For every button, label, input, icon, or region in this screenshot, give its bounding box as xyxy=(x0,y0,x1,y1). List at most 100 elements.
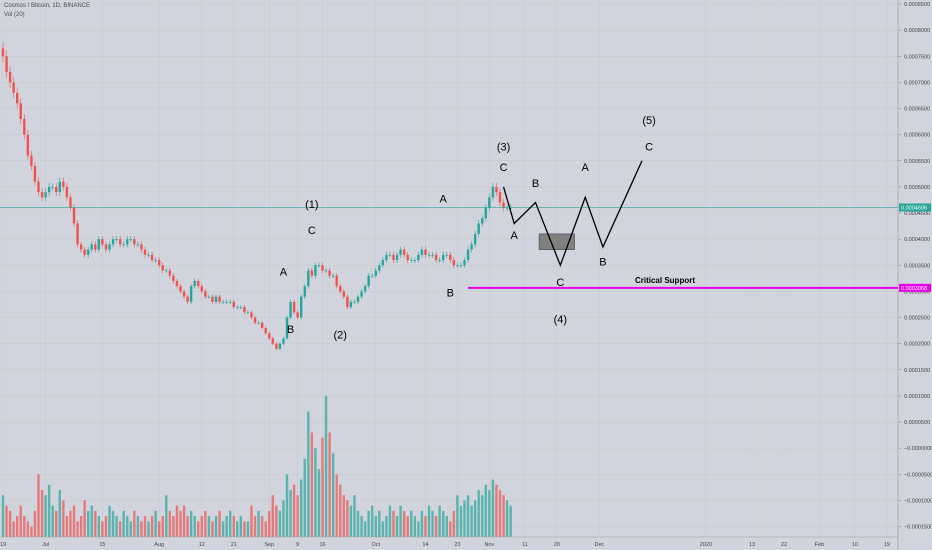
volume-bar xyxy=(473,500,477,537)
support-price-label: 0.0003068 xyxy=(901,286,927,292)
time-tick-label: Feb xyxy=(815,542,824,548)
candle-body xyxy=(395,254,399,261)
volume-bar xyxy=(488,489,491,537)
volume-bar xyxy=(356,510,360,537)
price-tick-label: 0.0006000 xyxy=(904,133,930,139)
candle-body xyxy=(182,291,186,297)
volume-bar xyxy=(129,521,132,537)
volume-bar xyxy=(246,521,250,537)
volume-bar xyxy=(360,516,363,537)
candle-body xyxy=(505,207,509,209)
volume-bar xyxy=(62,500,65,537)
volume-bar xyxy=(229,510,232,537)
wave-label: (4) xyxy=(554,314,567,326)
candle-body xyxy=(324,270,328,272)
candle-body xyxy=(431,254,434,256)
volume-bar xyxy=(275,505,278,537)
volume-bar xyxy=(154,510,157,537)
volume-bar xyxy=(218,510,221,537)
candle-body xyxy=(410,260,413,261)
candle-body xyxy=(342,291,345,297)
volume-bar xyxy=(413,516,416,537)
candle-body xyxy=(278,343,282,349)
volume-bar xyxy=(317,469,321,537)
volume-bar xyxy=(378,510,381,537)
volume-bar xyxy=(285,474,289,537)
volume-bar xyxy=(442,510,445,537)
candle-body xyxy=(47,186,51,193)
time-tick-label: 22 xyxy=(781,542,787,548)
volume-bar xyxy=(296,495,299,537)
candle-body xyxy=(385,254,388,261)
volume-bar xyxy=(324,395,328,537)
price-tick-label: −0.0000500 xyxy=(904,472,932,478)
price-axis[interactable]: 0.0008500 0.0008000 0.0007500 0.0007000 0.00… xyxy=(897,0,932,550)
candle-body xyxy=(108,244,111,250)
candle-body xyxy=(214,296,218,302)
candle-body xyxy=(111,239,115,245)
volume-bar xyxy=(278,510,282,537)
candle-body xyxy=(204,291,207,297)
candle-body xyxy=(473,233,477,245)
volume-bar xyxy=(133,510,136,537)
candle-body xyxy=(452,260,456,266)
candle-body xyxy=(12,82,15,93)
candle-body xyxy=(65,186,69,198)
volume-bar xyxy=(466,495,470,537)
candles xyxy=(1,42,512,351)
volume-bar xyxy=(69,510,72,537)
candle-body xyxy=(491,186,495,198)
volume-bar xyxy=(300,479,303,537)
volume-bar xyxy=(253,516,257,537)
candle-body xyxy=(51,186,54,188)
volume-bar xyxy=(200,516,203,537)
candle-body xyxy=(246,312,250,314)
candle-body xyxy=(104,244,108,250)
price-tick-label: 0.0002000 xyxy=(904,342,930,348)
volume-bar xyxy=(310,432,314,537)
candle-body xyxy=(143,249,147,255)
grid xyxy=(0,0,898,537)
volume-bar xyxy=(87,510,90,537)
candle-body xyxy=(23,118,26,135)
wave-label: A xyxy=(582,162,590,174)
volume-bar xyxy=(140,521,143,537)
volume-bar xyxy=(239,516,243,537)
candle-body xyxy=(225,301,228,303)
volume-bar xyxy=(19,505,22,537)
candle-body xyxy=(314,265,317,276)
wave-label: B xyxy=(447,288,454,300)
candle-body xyxy=(97,239,101,250)
target-zone-box xyxy=(538,233,575,250)
candle-body xyxy=(434,254,438,261)
volume-bar xyxy=(143,516,147,537)
candle-body xyxy=(115,239,118,240)
candle-body xyxy=(264,327,267,334)
volume-bar xyxy=(335,474,338,537)
volume-bar xyxy=(491,479,495,537)
candle-body xyxy=(438,260,441,261)
price-tick-label: 0.0004000 xyxy=(904,237,930,243)
volume-indicator-label: Vol (20) xyxy=(4,12,25,18)
volume-bar xyxy=(363,521,367,537)
time-tick-label: 20 xyxy=(554,542,560,548)
candle-body xyxy=(26,134,30,156)
candle-body xyxy=(19,103,22,119)
time-tick-label: 11 xyxy=(522,542,528,548)
volume-bar xyxy=(175,505,179,537)
candle-body xyxy=(495,186,498,193)
candle-body xyxy=(463,260,466,266)
price-tick-label: 0.0000500 xyxy=(904,420,930,426)
volume-bar xyxy=(498,489,502,537)
volume-bar xyxy=(26,521,30,537)
time-axis[interactable]: 19 Jul 15 Aug 12 21 Sep 9 16 Oct 14 23 Nov 11 20 Dec 202… xyxy=(0,536,898,548)
candle-body xyxy=(136,244,140,246)
candle-body xyxy=(30,155,33,166)
candle-body xyxy=(296,312,299,318)
wave-label: C xyxy=(645,141,653,153)
candle-body xyxy=(392,254,395,261)
volume-bar xyxy=(495,484,498,537)
volume-bar xyxy=(331,453,335,537)
time-tick-label: 16 xyxy=(319,542,325,548)
